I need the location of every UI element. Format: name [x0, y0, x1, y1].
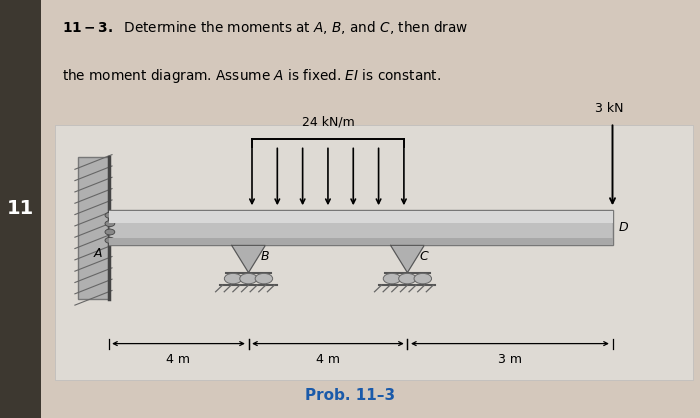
Circle shape: [105, 229, 115, 235]
Text: 3 m: 3 m: [498, 353, 522, 366]
Circle shape: [224, 273, 242, 284]
Text: 24 kN/m: 24 kN/m: [302, 116, 354, 129]
Text: the moment diagram. Assume $A$ is fixed. $EI$ is constant.: the moment diagram. Assume $A$ is fixed.…: [62, 67, 441, 85]
Text: $\mathbf{11-3.}$  Determine the moments at $A$, $B$, and $C$, then draw: $\mathbf{11-3.}$ Determine the moments a…: [62, 19, 468, 36]
Text: Prob. 11–3: Prob. 11–3: [305, 388, 395, 403]
Polygon shape: [232, 245, 265, 273]
Bar: [108, 210, 612, 245]
Circle shape: [105, 212, 115, 218]
Text: $B$: $B$: [260, 250, 270, 263]
Circle shape: [105, 221, 115, 227]
Bar: [0, 0, 41, 418]
Bar: [55, 125, 693, 380]
Text: 4 m: 4 m: [316, 353, 340, 366]
Text: $C$: $C$: [419, 250, 429, 263]
Bar: [78, 157, 108, 299]
Text: $D$: $D$: [618, 221, 629, 234]
Bar: [108, 238, 612, 245]
Text: 11: 11: [7, 199, 34, 219]
Circle shape: [399, 273, 416, 284]
Circle shape: [255, 273, 272, 284]
Circle shape: [105, 237, 115, 243]
Bar: [108, 211, 612, 222]
Circle shape: [383, 273, 400, 284]
Circle shape: [239, 273, 258, 284]
Text: 4 m: 4 m: [167, 353, 190, 366]
Text: 3 kN: 3 kN: [595, 102, 623, 115]
Text: $A$: $A$: [92, 247, 103, 260]
Circle shape: [414, 273, 431, 284]
Polygon shape: [391, 245, 424, 273]
